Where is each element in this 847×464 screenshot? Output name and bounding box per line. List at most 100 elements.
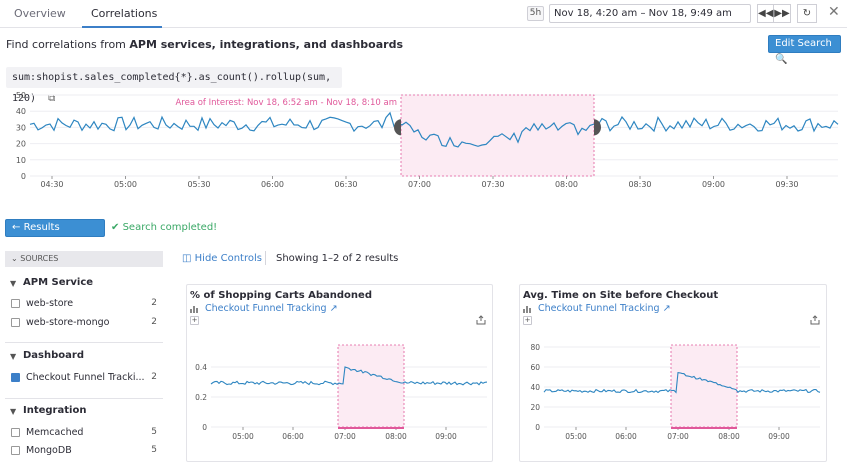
range-handle-left: [394, 119, 401, 136]
source-count: 2: [151, 298, 157, 308]
x-tick-label: 05:00: [114, 180, 137, 189]
card-link-text: Checkout Funnel Tracking: [205, 303, 327, 314]
y-tick-label: 60: [530, 363, 540, 372]
y-tick-label: 30: [16, 123, 26, 132]
group-title-dashboard: Dashboard: [23, 350, 84, 361]
card-dashboard-link[interactable]: Checkout Funnel Tracking ↗: [538, 303, 671, 314]
checkbox[interactable]: [11, 446, 20, 455]
search-icon: 🔍: [775, 54, 788, 65]
y-tick-label: 0.4: [195, 363, 207, 372]
search-status: ✔ Search completed!: [111, 222, 217, 233]
copy-icon[interactable]: ⧉: [48, 93, 56, 104]
group-title-apm-service: APM Service: [23, 277, 94, 288]
result-card-time-on-site: Avg. Time on Site before Checkout Checko…: [519, 284, 827, 462]
divider: [265, 251, 266, 265]
x-tick-label: 08:00: [718, 432, 740, 441]
y-tick-label: 10: [16, 156, 26, 165]
time-range-input[interactable]: Nov 18, 4:20 am – Nov 18, 9:49 am: [549, 4, 751, 23]
y-tick-label: 40: [16, 107, 26, 116]
source-item-checkout-funnel[interactable]: Checkout Funnel Tracki... 2: [11, 372, 157, 384]
find-correlations-heading: Find correlations from APM services, int…: [6, 38, 403, 51]
share-icon[interactable]: [810, 315, 820, 325]
source-item-web-store[interactable]: web-store 2: [11, 298, 157, 310]
source-item-web-store-mongo[interactable]: web-store-mongo 2: [11, 317, 157, 329]
x-tick-label: 07:00: [408, 180, 431, 189]
y-tick-label: 0: [535, 423, 540, 432]
x-tick-label: 09:30: [775, 180, 798, 189]
x-tick-label: 05:00: [565, 432, 587, 441]
chevron-down-icon[interactable]: ▼: [10, 407, 17, 416]
source-item-memcached[interactable]: Memcached 5: [11, 427, 157, 439]
x-tick-label: 06:00: [261, 180, 284, 189]
results-summary-button[interactable]: ← Results Summary: [5, 219, 105, 249]
sources-header[interactable]: ⌄ SOURCES: [5, 251, 163, 267]
results-summary-label: Results Summary: [12, 222, 61, 249]
checkbox-checked[interactable]: [11, 373, 20, 382]
card-chart[interactable]: 80 60 40 20 0 05:00 06:00 07:00 08:00 09:00: [520, 341, 826, 461]
x-tick-label: 09:00: [435, 432, 457, 441]
fast-forward-icon: ▶▶: [774, 8, 790, 19]
card-chart[interactable]: 0.4 0.2 0 05:00 06:00 07:00 08:00 09:00: [187, 341, 492, 461]
reset-button[interactable]: ↻: [797, 4, 817, 23]
y-tick-label: 20: [530, 403, 540, 412]
source-count: 5: [151, 445, 157, 455]
area-of-interest-label: Area of Interest: Nov 18, 6:52 am - Nov …: [175, 98, 397, 108]
hide-controls-label: Hide Controls: [194, 253, 262, 264]
area-of-interest: [400, 94, 595, 177]
expand-icon[interactable]: +: [190, 316, 199, 325]
sources-header-label: SOURCES: [20, 254, 59, 263]
rewind-button[interactable]: ◀◀: [757, 4, 774, 23]
x-tick-label: 09:00: [702, 180, 725, 189]
y-tick-label: 0: [21, 172, 26, 181]
sidebar-toggle-icon: ◫: [182, 253, 192, 264]
group-title-integration: Integration: [23, 405, 87, 416]
checkbox[interactable]: [11, 318, 20, 327]
rewind-icon: ◀◀: [758, 8, 774, 19]
source-label: MongoDB: [26, 445, 72, 456]
find-bold: APM services, integrations, and dashboar…: [129, 38, 403, 51]
chevron-down-icon[interactable]: ▼: [10, 352, 17, 361]
active-tab-indicator: [82, 26, 162, 28]
main-timeseries-chart[interactable]: 50 40 30 20 10 0 04:30 05:00 05:30 06:00 06:30 07:0…: [0, 90, 847, 190]
x-tick-label: 06:00: [615, 432, 637, 441]
x-tick-label: 08:00: [385, 432, 407, 441]
arrow-left-icon: ←: [12, 222, 21, 233]
divider: [5, 342, 163, 343]
checkbox[interactable]: [11, 299, 20, 308]
x-tick-label: 05:00: [232, 432, 254, 441]
checkbox[interactable]: [11, 428, 20, 437]
x-tick-label: 07:00: [667, 432, 689, 441]
dashboard-icon: [190, 306, 198, 313]
y-tick-label: 20: [16, 140, 26, 149]
source-count: 5: [151, 427, 157, 437]
x-tick-label: 08:30: [628, 180, 651, 189]
edit-search-button[interactable]: Edit Search 🔍: [768, 35, 841, 65]
source-label: web-store: [26, 298, 74, 309]
share-icon[interactable]: [476, 315, 486, 325]
hide-controls-link[interactable]: ◫ Hide Controls: [182, 253, 262, 264]
tab-overview[interactable]: Overview: [14, 7, 66, 20]
results-count: Showing 1–2 of 2 results: [276, 253, 399, 264]
card-dashboard-link[interactable]: Checkout Funnel Tracking ↗: [205, 303, 338, 314]
query-display: sum:shopist.sales_completed{*}.as_count(…: [6, 67, 342, 104]
x-tick-label: 07:30: [481, 180, 504, 189]
card-link-text: Checkout Funnel Tracking: [538, 303, 660, 314]
top-bar: Overview Correlations 5h Nov 18, 4:20 am…: [0, 0, 847, 28]
edit-search-label: Edit Search: [775, 38, 832, 49]
area-of-interest: [337, 344, 405, 428]
forward-button[interactable]: ▶▶: [774, 4, 791, 23]
area-of-interest: [670, 344, 738, 428]
chevron-down-icon[interactable]: ▼: [10, 279, 17, 288]
card-title: Avg. Time on Site before Checkout: [523, 290, 719, 301]
source-label: Memcached: [26, 427, 84, 438]
tab-correlations[interactable]: Correlations: [91, 7, 158, 20]
divider: [5, 398, 163, 399]
result-card-carts-abandoned: % of Shopping Carts Abandoned Checkout F…: [186, 284, 493, 462]
source-item-mongodb[interactable]: MongoDB 5: [11, 445, 157, 457]
expand-icon[interactable]: +: [523, 316, 532, 325]
external-link-icon: ↗: [329, 303, 338, 314]
close-icon[interactable]: ✕: [828, 4, 840, 20]
external-link-icon: ↗: [662, 303, 671, 314]
checkmark-icon: ✔: [111, 222, 120, 233]
time-range-badge[interactable]: 5h: [527, 6, 544, 21]
